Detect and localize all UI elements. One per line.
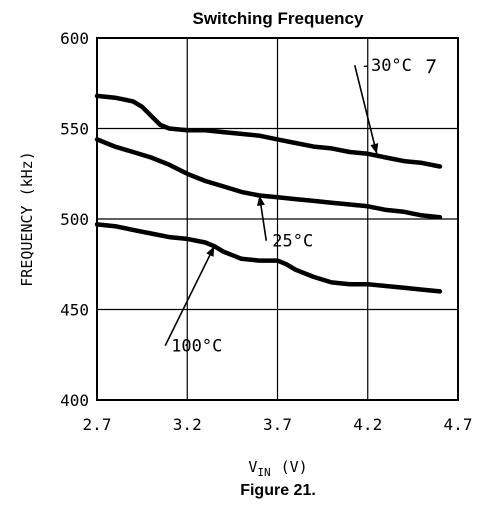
figure-caption: Figure 21. <box>240 482 316 499</box>
series-line-3 <box>94 222 443 294</box>
chart-title: Switching Frequency <box>193 9 365 28</box>
y-tick-label: 400 <box>60 391 89 410</box>
x-tick-label: 3.7 <box>263 415 292 434</box>
x-tick-label: 2.7 <box>83 415 112 434</box>
annotation-arrowhead <box>256 195 265 206</box>
y-tick-labels: 400 450 500 550 600 <box>60 29 89 410</box>
annotation-leader <box>353 64 378 155</box>
y-tick-label: 550 <box>60 120 89 139</box>
x-axis-label-main: V <box>248 458 257 476</box>
x-tick-label: 4.7 <box>444 415 473 434</box>
annotation-label: 100°C <box>171 337 222 357</box>
x-axis-label-sub: IN <box>257 466 270 479</box>
y-tick-label: 500 <box>60 210 89 229</box>
x-axis-label-unit: (V) <box>281 458 308 476</box>
x-tick-label: 4.2 <box>353 415 382 434</box>
series-line-1 <box>94 93 443 169</box>
annotations: -30°C 25°C 100°C <box>171 56 412 357</box>
annotation-arrowhead <box>370 143 379 154</box>
y-tick-label: 450 <box>60 301 89 320</box>
annotation-label: 25°C <box>272 232 313 252</box>
series-line-2 <box>94 137 443 220</box>
y-axis-label: FREQUENCY (kHz) <box>18 151 36 286</box>
curves <box>94 93 443 294</box>
y-tick-label: 600 <box>60 29 89 48</box>
grid <box>96 37 459 401</box>
plot-frame <box>96 37 459 401</box>
annotation-leader <box>164 245 216 347</box>
annotation-label: -30°C <box>361 56 412 76</box>
x-tick-label: 3.2 <box>173 415 202 434</box>
x-tick-labels: 2.7 3.2 3.7 4.2 4.7 <box>83 415 473 434</box>
x-axis-label: VIN (V) <box>248 458 307 479</box>
annotation-hook <box>426 59 436 74</box>
annotation-arrowhead <box>206 246 215 257</box>
annotation-leaders <box>164 59 436 347</box>
